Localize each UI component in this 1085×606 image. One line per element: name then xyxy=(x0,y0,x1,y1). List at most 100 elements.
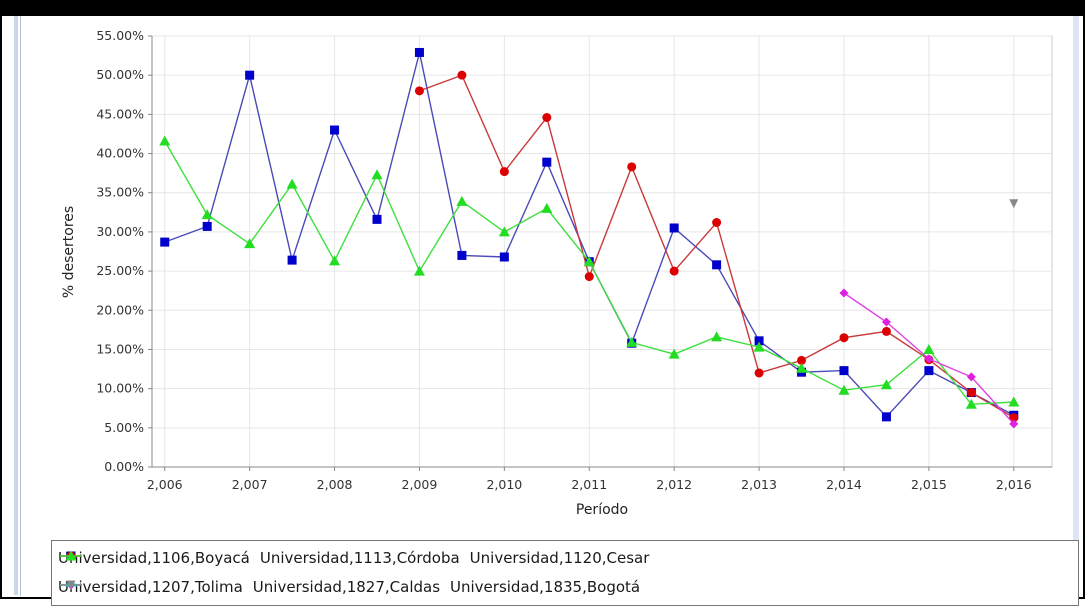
y-tick-label: 30.00% xyxy=(96,224,144,239)
data-point xyxy=(796,362,808,373)
y-tick-label: 20.00% xyxy=(96,302,144,317)
x-tick-label: 2,010 xyxy=(486,477,522,492)
data-point xyxy=(754,336,764,346)
y-tick-label: 0.00% xyxy=(104,459,144,474)
data-point xyxy=(499,167,509,177)
data-point xyxy=(245,70,255,80)
axes: 0.00% 5.00% 10.00% 15.00% 20.00% 25.00% 30.00%… xyxy=(96,28,1052,492)
data-point xyxy=(330,125,340,135)
data-point xyxy=(753,341,765,352)
x-tick-label: 2,007 xyxy=(232,477,268,492)
data-point xyxy=(839,366,849,376)
legend-item: Universidad,1835,Bogotá xyxy=(60,578,641,596)
data-point xyxy=(966,388,976,398)
x-tick-label: 2,009 xyxy=(402,477,438,492)
data-point xyxy=(414,86,424,96)
data-point xyxy=(329,255,341,266)
data-point xyxy=(457,250,467,260)
data-point xyxy=(797,355,807,365)
data-point xyxy=(923,343,935,354)
series-layer xyxy=(159,47,1020,429)
legend-row: Universidad,1207,Tolima Universidad,1827,… xyxy=(58,575,650,599)
y-tick-label: 40.00% xyxy=(96,146,144,161)
data-point xyxy=(838,384,850,395)
legend-label: Universidad,1120,Cesar xyxy=(469,549,650,567)
y-tick-label: 15.00% xyxy=(96,341,144,356)
data-point xyxy=(1009,199,1019,209)
legend-label: Universidad,1835,Bogotá xyxy=(450,578,641,596)
legend-marker xyxy=(65,550,77,561)
x-tick-label: 2,008 xyxy=(317,477,353,492)
data-point xyxy=(880,379,892,390)
data-point xyxy=(711,331,723,342)
legend-item: Universidad,1113,Córdoba xyxy=(60,549,460,567)
data-point xyxy=(754,368,764,378)
x-tick-label: 2,016 xyxy=(996,477,1032,492)
data-point xyxy=(499,252,509,262)
data-point xyxy=(456,195,468,206)
data-point xyxy=(542,157,552,167)
series-5 xyxy=(1009,199,1019,209)
data-point xyxy=(1009,419,1019,429)
series-1 xyxy=(414,70,1019,423)
data-point xyxy=(924,354,934,364)
plot-area xyxy=(151,35,1053,468)
legend-label: Universidad,1207,Tolima xyxy=(58,578,243,596)
data-point xyxy=(414,47,424,57)
y-tick-label: 55.00% xyxy=(96,28,144,43)
data-point xyxy=(201,209,213,220)
data-point xyxy=(626,336,638,347)
data-point xyxy=(542,112,552,122)
data-point xyxy=(669,266,679,276)
data-point xyxy=(457,70,467,80)
legend-swatch xyxy=(60,550,82,561)
top-border xyxy=(2,2,1083,16)
x-tick-label: 2,013 xyxy=(741,477,777,492)
data-point xyxy=(839,333,849,343)
data-point xyxy=(881,326,891,336)
y-tick-label: 45.00% xyxy=(96,106,144,121)
data-point xyxy=(371,169,383,180)
data-point xyxy=(712,260,722,270)
chart-panel: 0.00% 5.00% 10.00% 15.00% 20.00% 25.00% 30.00%… xyxy=(20,16,1079,606)
data-point xyxy=(160,237,170,247)
legend-label: Universidad,1113,Córdoba xyxy=(259,549,460,567)
data-point xyxy=(627,162,637,172)
legend-item: Universidad,1106,Boyacá xyxy=(58,549,250,567)
x-tick-label: 2,014 xyxy=(826,477,862,492)
data-point xyxy=(541,202,553,213)
data-point xyxy=(839,288,849,298)
data-point xyxy=(965,398,977,409)
y-tick-label: 25.00% xyxy=(96,263,144,278)
series-3 xyxy=(839,288,1019,429)
legend-item: Universidad,1827,Caldas xyxy=(60,578,441,596)
data-point xyxy=(413,265,425,276)
y-tick-label: 5.00% xyxy=(104,420,144,435)
y-axis-title: % desertores xyxy=(61,206,77,298)
legend-row: Universidad,1106,Boyacá Universidad,1113,… xyxy=(58,546,659,570)
chart-legend: Universidad,1106,Boyacá Universidad,1113,… xyxy=(51,540,1079,606)
right-scroll-strip xyxy=(1073,16,1079,595)
series-2 xyxy=(159,135,1020,409)
data-point xyxy=(1009,413,1019,423)
data-point xyxy=(668,348,680,359)
y-tick-label: 10.00% xyxy=(96,381,144,396)
data-point xyxy=(712,218,722,228)
x-tick-label: 2,015 xyxy=(911,477,947,492)
legend-marker xyxy=(66,580,76,590)
y-tick-label: 35.00% xyxy=(96,185,144,200)
gridlines xyxy=(152,35,1052,468)
left-scroll-strip xyxy=(14,16,18,595)
legend-swatch xyxy=(60,580,82,590)
line-chart: 0.00% 5.00% 10.00% 15.00% 20.00% 25.00% 30.00%… xyxy=(61,28,1053,518)
data-point xyxy=(583,256,595,267)
data-point xyxy=(244,238,256,249)
legend-label: Universidad,1827,Caldas xyxy=(252,578,441,596)
data-point xyxy=(924,366,934,376)
data-point xyxy=(881,317,891,327)
data-point xyxy=(1008,396,1020,407)
data-point xyxy=(372,214,382,224)
legend-label: Universidad,1106,Boyacá xyxy=(58,549,250,567)
data-point xyxy=(669,223,679,233)
